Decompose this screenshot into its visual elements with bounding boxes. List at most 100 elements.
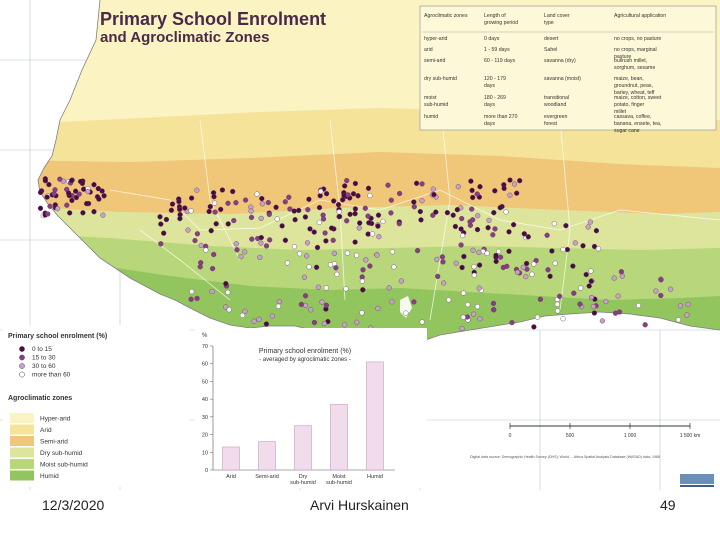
enrolment-dot (616, 309, 623, 315)
enrolment-dot (96, 196, 102, 202)
country-borders (109, 99, 720, 321)
enrolment-dot (411, 199, 417, 205)
enrolment-dot (352, 180, 359, 187)
footer-page: 49 (660, 497, 676, 513)
enrolment-dot (267, 237, 273, 243)
enrolment-dot (256, 316, 262, 322)
enrolment-dot (580, 243, 586, 249)
enrolment-dot (439, 254, 446, 260)
enrolment-dot (366, 220, 372, 226)
enrolment-dot (491, 307, 497, 313)
enrolment-dot (419, 319, 425, 325)
enrolment-dot (258, 235, 264, 241)
enrolment-dot (564, 247, 571, 253)
enrolment-dot (588, 294, 595, 301)
table-cell: maize, cotton, sweet (614, 95, 662, 101)
table-cell: transitional (544, 95, 569, 101)
table-cell: savanna (dry) (544, 58, 576, 64)
enrolment-dot (545, 267, 551, 273)
scale-tick-label: 0 (509, 433, 512, 439)
enrolment-dot (320, 216, 327, 222)
enrolment-dot (157, 214, 163, 220)
enrolment-chart: Primary school enrolment (%) - averaged … (195, 328, 427, 488)
enrolment-dot (599, 318, 606, 324)
enrolment-dot (534, 314, 541, 320)
enrolment-dot (452, 223, 459, 230)
enrolment-dot (520, 264, 526, 271)
enrolment-dot (367, 263, 373, 269)
zone-table-frame (419, 5, 717, 131)
enrolment-legend-swatch (19, 363, 25, 369)
enrolment-dot (352, 206, 359, 212)
enrolment-dot (352, 239, 358, 245)
enrolment-dot (330, 237, 336, 243)
enrolment-dot (444, 210, 451, 216)
table-cell: maize, bean, (614, 76, 644, 82)
enrolment-dot (344, 218, 350, 224)
chart-category-label: Arid (226, 474, 236, 480)
table-cell: moist (424, 95, 437, 101)
enrolment-dot (450, 212, 456, 218)
enrolment-dot (317, 193, 323, 199)
table-cell: pasture (614, 54, 631, 60)
enrolment-dot (189, 195, 195, 201)
enrolment-dot (263, 243, 270, 249)
enrolment-dot (551, 221, 557, 227)
map-subtitle: and Agroclimatic Zones (100, 29, 269, 46)
zone-legend-swatch (10, 459, 34, 469)
enrolment-dot (335, 202, 342, 208)
enrolment-dot (323, 238, 329, 244)
enrolment-dot (291, 208, 297, 214)
table-cell: humid (424, 114, 438, 120)
enrolment-dot (337, 214, 343, 220)
enrolment-dot (275, 303, 282, 309)
table-header-cell: Agricultural application (614, 13, 666, 19)
enrolment-dot (398, 278, 405, 284)
enrolment-dot (588, 268, 594, 274)
enrolment-dot (239, 312, 246, 319)
enrolment-dot (168, 207, 175, 213)
chart-y-tick-label: 0 (205, 468, 208, 474)
enrolment-dot (586, 283, 592, 289)
enrolment-dot (46, 182, 52, 188)
enrolment-dot (242, 308, 248, 315)
chart-y-tick-label: 10 (202, 450, 208, 456)
zone-legend-title: Agroclimatic zones (8, 395, 72, 402)
chart-y-ticks: 0 10 20 30 40 50 60 70 (202, 344, 213, 474)
enrolment-legend-swatch (19, 346, 25, 352)
enrolment-dot (571, 290, 577, 296)
enrolment-dot (411, 204, 417, 210)
enrolment-dot (197, 264, 203, 270)
enrolment-dot (203, 247, 209, 253)
chart-y-tick-label: 70 (202, 344, 208, 350)
enrolment-dot (365, 185, 372, 191)
enrolment-dot (389, 249, 396, 255)
zone-legend: Hyper-arid Arid Semi-arid Dry sub-humid Mois… (10, 413, 88, 481)
enrolment-dot (365, 213, 371, 219)
table-cell: arid (424, 47, 433, 53)
chart-category-label: Humid (367, 474, 383, 480)
enrolment-dot (471, 264, 477, 270)
enrolment-dot (343, 286, 349, 292)
lake-volta (400, 296, 412, 318)
enrolment-dot (336, 209, 342, 215)
enrolment-dot (207, 204, 213, 210)
table-cell: semi-arid (424, 58, 445, 64)
enrolment-dot (248, 208, 254, 214)
enrolment-dot (287, 206, 293, 212)
enrolment-dot (76, 191, 82, 197)
enrolment-dot (177, 216, 183, 222)
enrolment-dot (206, 208, 212, 215)
enrolment-dot (523, 260, 530, 267)
enrolment-dot (315, 284, 322, 290)
chart-bars (222, 361, 384, 471)
enrolment-dot (435, 273, 441, 280)
enrolment-dot (218, 206, 224, 213)
enrolment-dot (588, 278, 594, 284)
enrolment-dot (225, 289, 231, 296)
enrolment-dot (44, 194, 50, 200)
enrolment-dot (531, 261, 537, 267)
coastline (37, 0, 720, 353)
enrolment-dot (65, 190, 72, 196)
